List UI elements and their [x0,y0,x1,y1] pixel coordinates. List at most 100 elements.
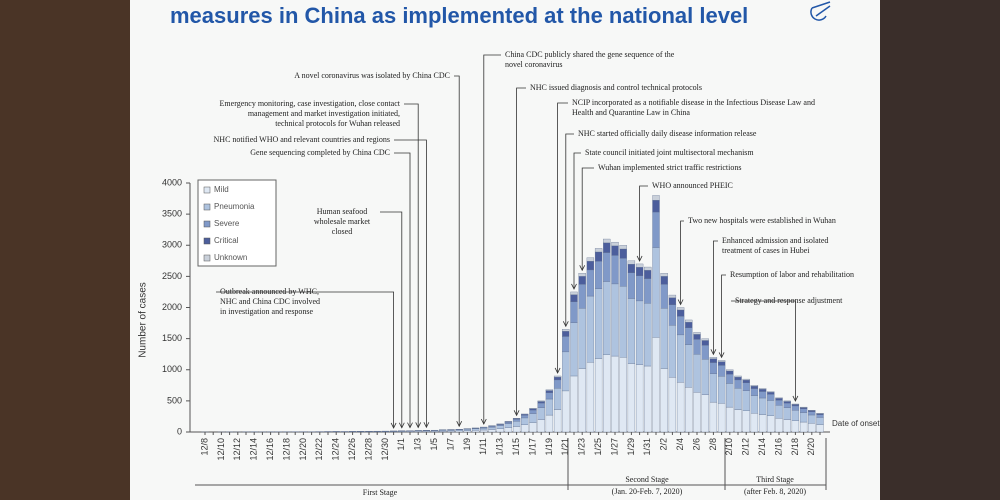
annotation: State council initiated joint multisecto… [585,148,754,157]
bar-segment [660,284,668,309]
bar-segment [750,386,759,389]
bar-segment [521,417,529,425]
bar-segment [627,363,636,433]
x-tick-label: 2/18 [790,438,800,456]
legend-swatch [203,254,211,262]
stage-period: (Jan. 20-Feb. 7, 2020) [612,487,683,496]
bar-segment [644,278,652,304]
bar-segment [537,407,545,420]
bar-segment [504,421,513,424]
x-tick-label: 1/27 [609,438,619,456]
bar-segment [529,413,537,423]
arrowhead [554,367,561,374]
bar-segment [619,357,627,433]
x-tick-label: 1/7 [445,438,455,451]
bar-segment [742,382,750,391]
x-tick-label: 1/19 [544,438,554,456]
bar-segment [660,276,668,285]
x-tick-label: 12/22 [314,438,324,461]
bar-segment [717,403,726,433]
bar-segment [545,389,554,391]
bar-segment [578,273,586,277]
bar-segment [701,394,709,433]
bar-segment [578,368,586,433]
arrowhead [415,422,422,429]
bar-segment [709,362,718,374]
logo [810,1,831,21]
bar-segment [586,261,595,271]
annotation: China CDC publicly shared the gene seque… [505,50,675,59]
bar-segment [635,267,644,276]
bar-segment [816,417,824,425]
bar-segment [767,392,775,395]
x-tick-label: 2/20 [806,438,816,456]
bar-segment [562,336,570,353]
bar-segment [553,379,562,389]
stage-label: First Stage [363,488,398,497]
bar-segment [676,334,685,383]
legend-swatch [203,220,211,228]
x-axis-label: Date of onset [832,419,880,428]
bar-segment [717,365,726,377]
y-tick-label: 2500 [162,271,182,281]
arrowhead [636,255,643,262]
x-tick-label: 1/9 [462,438,472,451]
bar-segment [619,286,627,358]
annotation: WHO announced PHEIC [652,181,733,190]
arrowhead [398,422,405,429]
bar-segment [726,406,734,433]
stage-label: Second Stage [625,475,669,484]
bar-segment [627,264,636,273]
bar-segment [816,424,824,433]
bar-segment [627,298,636,364]
bar-segment [512,421,521,427]
bar-segment [726,373,734,384]
x-tick-label: 12/24 [331,438,341,461]
arrowhead [677,299,684,306]
bar-segment [734,409,742,433]
bar-segment [685,327,693,345]
bar-segment [668,294,677,298]
x-tick-label: 1/15 [511,438,521,456]
bar-segment [644,266,652,271]
bar-segment [562,329,570,332]
bar-segment [750,385,759,387]
x-tick-label: 1/23 [577,438,587,456]
bar-segment [611,355,619,433]
bar-segment [553,375,562,378]
x-tick-label: 2/2 [659,438,669,451]
annotation: Outbreak announced by WHC, [220,287,319,296]
arrowhead [562,321,569,328]
bar-segment [652,211,660,248]
legend-label: Pneumonia [214,202,255,211]
x-tick-label: 12/8 [199,438,209,456]
x-tick-label: 1/1 [396,438,406,451]
bar-segment [496,428,504,433]
annotation-arrow [454,75,460,427]
bar-segment [783,402,791,408]
chart-title: measures in China as implemented at the … [170,3,748,28]
bar-segment [767,400,775,416]
bar-segment [750,395,759,414]
bar-segment [660,368,668,433]
bar-segment [701,359,709,395]
bar-segment [586,269,595,297]
bar-segment [775,418,783,433]
bar-segment [791,405,800,411]
bar-segment [521,424,529,433]
x-tick-label: 12/26 [347,438,357,461]
bar-segment [767,394,775,401]
arrowhead [710,349,717,356]
bar-segment [652,195,660,201]
bar-segment [668,304,677,326]
x-tick-label: 1/17 [527,438,537,456]
legend-swatch [203,237,211,245]
bar-segment [783,401,791,404]
annotation: Human seafood [317,207,367,216]
bar-segment [537,400,545,402]
x-tick-label: 12/28 [363,438,373,461]
bar-segment [676,382,685,433]
bar-segment [586,257,595,262]
bar-segment [504,427,513,433]
bar-segment [570,291,578,295]
